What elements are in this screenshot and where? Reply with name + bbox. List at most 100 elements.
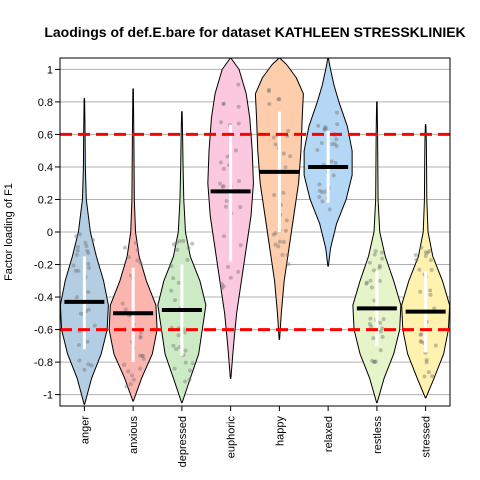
data-point: [317, 195, 322, 200]
data-point: [419, 340, 424, 344]
data-point: [271, 135, 276, 140]
data-point: [320, 199, 325, 204]
data-point: [288, 154, 293, 159]
data-point: [272, 192, 277, 197]
data-point: [225, 264, 230, 269]
data-point: [190, 361, 195, 366]
data-point: [221, 234, 226, 239]
data-point: [413, 253, 418, 258]
data-point: [320, 190, 325, 195]
data-point: [126, 369, 131, 374]
data-point: [422, 374, 427, 379]
data-point: [86, 362, 91, 367]
data-point: [86, 261, 91, 266]
data-point: [430, 374, 435, 379]
data-point: [267, 102, 272, 107]
data-point: [330, 142, 335, 147]
data-point: [280, 253, 285, 258]
data-point: [86, 251, 91, 256]
chart-title: Laodings of def.E.bare for dataset KATHL…: [44, 24, 465, 40]
data-point: [74, 234, 79, 239]
y-axis-label: Factor loading of F1: [3, 183, 15, 281]
data-point: [424, 357, 429, 362]
data-point: [169, 263, 174, 268]
data-point: [83, 240, 88, 245]
data-point: [427, 249, 432, 254]
data-point: [182, 330, 187, 335]
data-point: [169, 288, 174, 293]
data-point: [380, 326, 385, 331]
data-point: [171, 276, 176, 281]
violin-stressed: [401, 124, 451, 399]
data-point: [315, 148, 320, 153]
data-point: [74, 253, 79, 258]
data-point: [364, 280, 369, 285]
x-tick-label-anxious: anxious: [128, 416, 140, 454]
data-point: [276, 244, 281, 249]
data-point: [172, 298, 177, 303]
data-point: [138, 334, 143, 339]
data-point: [424, 360, 429, 365]
data-point: [332, 141, 337, 146]
data-point: [171, 242, 176, 247]
data-point: [381, 317, 386, 322]
data-point: [322, 127, 327, 132]
data-point: [419, 332, 424, 337]
y-tick-label: 0.2: [38, 194, 53, 206]
data-point: [224, 198, 229, 203]
data-point: [334, 137, 339, 142]
data-point: [283, 228, 288, 233]
data-point: [283, 165, 288, 170]
data-point: [419, 245, 424, 250]
data-point: [418, 332, 423, 337]
data-point: [372, 298, 377, 303]
data-point: [220, 286, 225, 291]
data-point: [174, 240, 179, 245]
data-point: [319, 141, 324, 146]
data-point: [86, 307, 91, 312]
data-point: [335, 110, 340, 115]
data-point: [130, 373, 135, 378]
data-point: [123, 307, 128, 312]
data-point: [323, 125, 328, 130]
data-point: [377, 265, 382, 270]
data-point: [277, 239, 282, 244]
data-point: [414, 257, 419, 262]
data-point: [219, 120, 224, 125]
x-tick-label-stressed: stressed: [421, 416, 433, 458]
data-point: [331, 173, 336, 178]
data-point: [131, 377, 136, 382]
data-point: [135, 247, 140, 252]
data-point: [370, 358, 375, 363]
data-point: [428, 258, 433, 263]
y-tick-label: 1: [47, 64, 53, 76]
data-point: [236, 121, 241, 126]
y-tick-label: -0.8: [34, 357, 53, 369]
y-tick-label: -1: [43, 390, 53, 402]
data-point: [187, 377, 192, 382]
data-point: [77, 358, 82, 363]
data-point: [329, 159, 334, 164]
violin-depressed: [157, 111, 207, 404]
data-point: [276, 97, 281, 102]
data-point: [221, 101, 226, 106]
data-point: [221, 284, 226, 289]
data-point: [84, 243, 89, 248]
data-point: [138, 330, 143, 335]
data-point: [75, 248, 80, 253]
data-point: [135, 258, 140, 263]
data-point: [120, 301, 125, 306]
data-point: [87, 265, 91, 270]
data-point: [377, 263, 382, 268]
x-tick-label-euphoric: euphoric: [226, 416, 238, 459]
data-point: [323, 189, 328, 194]
y-tick-label: -0.2: [34, 260, 53, 272]
data-point: [317, 188, 322, 193]
violin-anxious: [108, 88, 158, 402]
data-point: [379, 250, 384, 255]
data-point: [371, 268, 376, 273]
data-point: [335, 122, 340, 127]
data-point: [364, 281, 369, 286]
y-tick-label: 0.6: [38, 129, 53, 141]
data-point: [324, 126, 329, 131]
